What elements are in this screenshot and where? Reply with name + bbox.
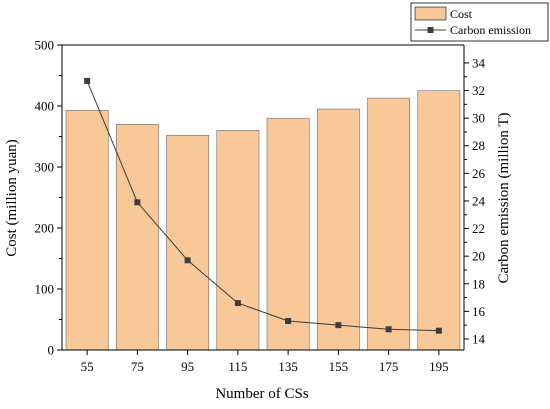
y-left-tick-label-0: 0	[48, 343, 55, 358]
legend-marker-carbon	[427, 27, 434, 33]
bar-cost-175	[367, 97, 411, 351]
y-right-tick-label-18: 18	[472, 276, 485, 291]
point-carbon-195	[435, 327, 442, 334]
bar-cost-55	[65, 109, 109, 351]
point-carbon-135	[285, 318, 292, 325]
x-tick-label-95: 95	[181, 359, 194, 374]
line-carbon-emission	[86, 80, 439, 332]
point-carbon-75	[134, 199, 141, 206]
bar-cost-135	[266, 117, 310, 351]
bar-cost-195	[417, 90, 461, 351]
bar-cost-95	[166, 134, 210, 351]
y-right-tick-label-26: 26	[472, 166, 486, 181]
point-carbon-175	[385, 326, 392, 333]
point-carbon-55	[84, 77, 91, 84]
legend-label-cost: Cost	[450, 7, 473, 21]
y-axis-right-title: Carbon emission (million T)	[496, 113, 512, 284]
y-right-tick-label-34: 34	[472, 55, 486, 70]
y-right-tick-label-30: 30	[472, 111, 485, 126]
legend-swatch-cost	[414, 6, 447, 21]
point-carbon-115	[234, 300, 241, 307]
y-right-tick-label-32: 32	[472, 83, 485, 98]
legend: Cost Carbon emission	[410, 2, 549, 42]
x-tick-label-115: 115	[228, 359, 247, 374]
ticks-layer: 0 100 200 300 400 500 14 16 18 20 22 24 26 28 30 32 34 55…	[35, 38, 486, 375]
y-right-tick-label-22: 22	[472, 221, 485, 236]
y-right-tick-label-16: 16	[472, 304, 486, 319]
x-axis-title: Number of CSs	[215, 386, 308, 402]
bar-cost-155	[316, 108, 360, 351]
bar-cost-115	[216, 130, 260, 351]
bars-layer	[65, 90, 461, 351]
y-axis-left-title: Cost (million yuan)	[4, 139, 20, 257]
y-right-tick-label-28: 28	[472, 138, 485, 153]
point-carbon-95	[184, 257, 191, 264]
y-right-tick-label-20: 20	[472, 249, 485, 264]
y-right-tick-label-14: 14	[472, 331, 486, 346]
y-right-tick-label-24: 24	[472, 193, 486, 208]
y-left-tick-label-100: 100	[35, 282, 55, 297]
x-tick-label-195: 195	[429, 359, 449, 374]
y-left-tick-label-200: 200	[35, 221, 55, 236]
x-tick-label-135: 135	[278, 359, 298, 374]
x-tick-label-75: 75	[131, 359, 144, 374]
legend-label-carbon: Carbon emission	[450, 23, 531, 37]
x-tick-label-155: 155	[329, 359, 349, 374]
bar-cost-75	[115, 124, 159, 351]
line-layer	[84, 77, 442, 334]
point-carbon-155	[335, 322, 342, 329]
y-left-tick-label-500: 500	[35, 38, 55, 53]
y-left-tick-label-300: 300	[35, 160, 55, 175]
y-left-tick-label-400: 400	[35, 99, 55, 114]
x-tick-label-175: 175	[379, 359, 399, 374]
x-tick-label-55: 55	[81, 359, 94, 374]
